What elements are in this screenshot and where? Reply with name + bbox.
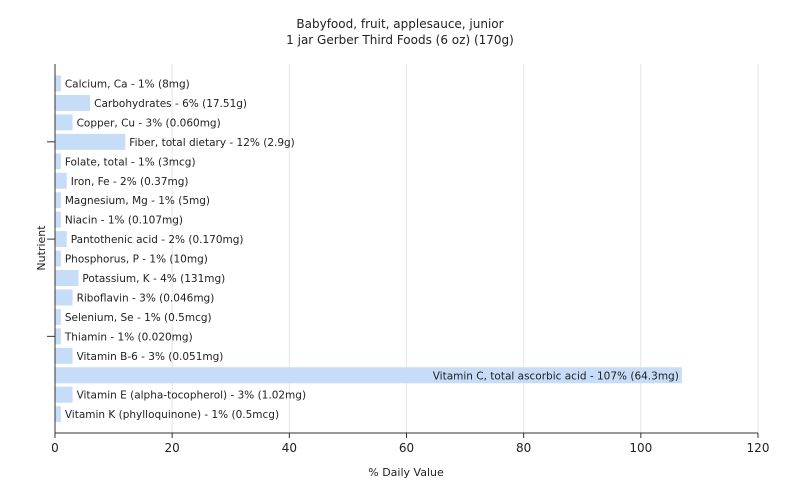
axes: 0 20 40 60 80 100 120 xyxy=(47,64,769,455)
bar-label: Magnesium, Mg - 1% (5mg) xyxy=(65,195,210,207)
bar xyxy=(55,192,61,209)
bar-label: Phosphorus, P - 1% (10mg) xyxy=(65,254,208,266)
bar xyxy=(55,406,61,423)
x-tick-label: 20 xyxy=(165,441,180,455)
x-tick-label: 0 xyxy=(51,441,59,455)
bar-label: Fiber, total dietary - 12% (2.9g) xyxy=(129,137,294,149)
bar xyxy=(55,250,61,267)
bar-label: Thiamin - 1% (0.020mg) xyxy=(64,331,193,343)
bar-label: Riboflavin - 3% (0.046mg) xyxy=(77,292,215,304)
bars: Calcium, Ca - 1% (8mg) Carbohydrates - 6%… xyxy=(55,75,682,423)
bar xyxy=(55,231,67,248)
bar-label: Copper, Cu - 3% (0.060mg) xyxy=(77,117,221,129)
bar xyxy=(55,289,73,306)
bar xyxy=(55,153,61,170)
x-axis-label: % Daily Value xyxy=(368,466,444,479)
bar-label: Niacin - 1% (0.107mg) xyxy=(65,215,183,227)
x-tick-label: 120 xyxy=(747,441,770,455)
bar xyxy=(55,133,126,150)
x-tick-label: 100 xyxy=(629,441,652,455)
bar-label: Calcium, Ca - 1% (8mg) xyxy=(65,79,190,91)
bar-label: Vitamin E (alpha-tocopherol) - 3% (1.02m… xyxy=(77,390,307,402)
bar xyxy=(55,75,61,92)
chart-subtitle: 1 jar Gerber Third Foods (6 oz) (170g) xyxy=(286,33,514,47)
bar-label: Vitamin K (phylloquinone) - 1% (0.5mcg) xyxy=(65,409,279,421)
bar-label: Vitamin C, total ascorbic acid - 107% (6… xyxy=(433,370,679,382)
bar-label: Pantothenic acid - 2% (0.170mg) xyxy=(71,234,244,246)
bar-label: Folate, total - 1% (3mcg) xyxy=(65,156,196,168)
chart-title: Babyfood, fruit, applesauce, junior xyxy=(296,17,503,31)
bar-label: Iron, Fe - 2% (0.37mg) xyxy=(71,176,189,188)
bar xyxy=(55,328,61,345)
bar xyxy=(55,367,682,384)
bar xyxy=(55,308,61,325)
bar-label: Potassium, K - 4% (131mg) xyxy=(82,273,225,285)
x-tick-label: 40 xyxy=(282,441,297,455)
bar xyxy=(55,347,73,364)
bar xyxy=(55,270,79,286)
bar xyxy=(55,114,73,131)
bar xyxy=(55,211,61,228)
bar xyxy=(55,94,91,111)
y-axis-label: Nutrient xyxy=(35,225,48,271)
x-tick-label: 80 xyxy=(516,441,531,455)
bar-label: Vitamin B-6 - 3% (0.051mg) xyxy=(77,351,224,363)
bar-label: Selenium, Se - 1% (0.5mcg) xyxy=(65,312,212,324)
x-tick-label: 60 xyxy=(399,441,414,455)
bar-label: Carbohydrates - 6% (17.51g) xyxy=(94,98,247,110)
bar xyxy=(55,386,73,403)
bar xyxy=(55,172,67,189)
